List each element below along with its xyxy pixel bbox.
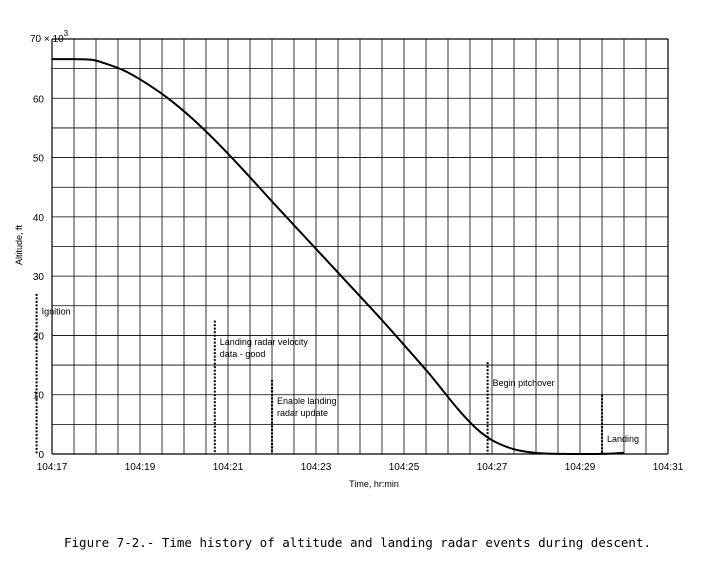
x-tick-label: 104:19 xyxy=(125,462,156,473)
x-tick-label: 104:23 xyxy=(301,462,332,473)
x-tick-label: 104:25 xyxy=(389,462,420,473)
tick-labels: 104:17 104:19 104:21 104:23 104:25 104:27 104:… xyxy=(33,94,684,473)
event-label: Landing radar velocity xyxy=(220,337,309,347)
figure-caption: Figure 7-2.- Time history of altitude an… xyxy=(64,535,651,550)
x-tick-label: 104:21 xyxy=(213,462,244,473)
event-label: data - good xyxy=(220,349,266,359)
event-label: Ignition xyxy=(42,307,71,317)
event-label: Landing xyxy=(607,434,639,444)
altitude-series xyxy=(51,58,625,456)
event-label: Begin pitchover xyxy=(493,378,555,388)
grid xyxy=(51,38,669,455)
altitude-curve xyxy=(51,58,625,456)
y-tick-label: 50 xyxy=(33,154,45,165)
y-axis-label: Altitude, ft xyxy=(14,224,24,265)
y-tick-label: 10 xyxy=(33,391,45,402)
y-tick-label: 20 xyxy=(33,331,45,342)
event-label: radar update xyxy=(277,408,328,418)
x-tick-label: 104:29 xyxy=(565,462,596,473)
event-markers: Ignition Landing radar velocity data - goo… xyxy=(35,293,639,454)
y-tick-label: 60 xyxy=(33,94,45,105)
x-axis-label: Time, hr:min xyxy=(349,479,399,489)
event-label: Enable landing xyxy=(277,396,337,406)
y-multiplier-exponent: 3 xyxy=(64,29,69,38)
y-tick-label: 40 xyxy=(33,213,45,224)
y-multiplier-base: 70 × 10 xyxy=(30,34,64,45)
y-tick-label: 30 xyxy=(33,272,45,283)
y-tick-label: 0 xyxy=(38,450,44,461)
x-tick-label: 104:31 xyxy=(653,462,684,473)
x-tick-label: 104:17 xyxy=(37,462,68,473)
x-tick-label: 104:27 xyxy=(477,462,508,473)
y-multiplier-label: 70 × 103 xyxy=(30,29,69,45)
